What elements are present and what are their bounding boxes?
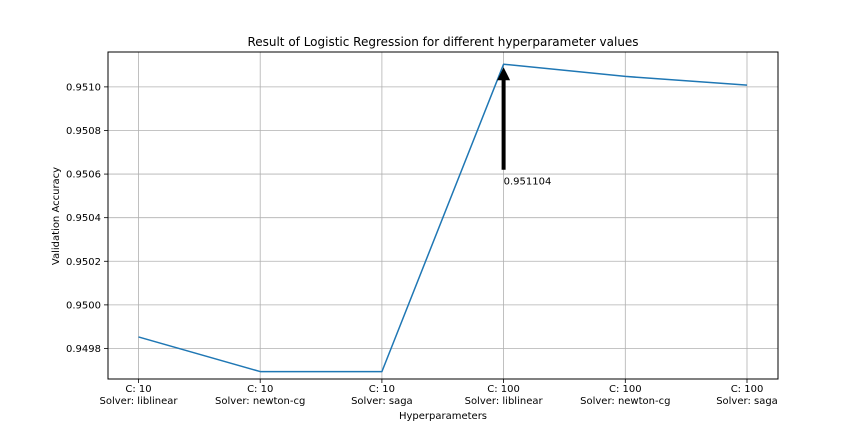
x-tick-label: C: 100 xyxy=(731,384,764,395)
y-tick-label: 0.9502 xyxy=(66,257,101,268)
y-tick-label: 0.9504 xyxy=(66,213,101,224)
x-axis-label: Hyperparameters xyxy=(399,411,487,422)
plot-frame xyxy=(107,51,779,380)
y-tick-label: 0.9508 xyxy=(66,126,101,137)
annotation-layer: 0.951104 xyxy=(497,67,551,188)
annotation-arrow-head xyxy=(497,67,511,81)
series-line xyxy=(138,63,748,373)
x-tick-label: C: 10 xyxy=(125,384,151,395)
x-tick-label: Solver: newton-cg xyxy=(215,396,305,407)
x-tick-label: Solver: saga xyxy=(351,396,413,407)
x-tick-label: Solver: saga xyxy=(716,396,778,407)
x-tick-label: Solver: liblinear xyxy=(100,396,179,407)
y-tick-label: 0.9498 xyxy=(66,344,101,355)
grid xyxy=(108,52,778,379)
x-tick-label: C: 10 xyxy=(369,384,395,395)
x-tick-label: C: 10 xyxy=(247,384,273,395)
y-tick-label: 0.9510 xyxy=(66,82,101,93)
x-tick-label: C: 100 xyxy=(609,384,642,395)
x-tick-label: Solver: newton-cg xyxy=(580,396,670,407)
x-tick-label: Solver: liblinear xyxy=(465,396,544,407)
x-tick-label: C: 100 xyxy=(487,384,520,395)
annotation-label: 0.951104 xyxy=(504,177,552,188)
chart-title: Result of Logistic Regression for differ… xyxy=(247,35,638,49)
y-tick-label: 0.9506 xyxy=(66,170,101,181)
series-layer xyxy=(138,63,748,373)
y-axis: 0.9498 0.9500 0.9502 0.9504 0.9506 0.9508 0.95… xyxy=(66,82,108,355)
y-axis-label: Validation Accuracy xyxy=(51,167,62,265)
y-tick-label: 0.9500 xyxy=(66,300,101,311)
